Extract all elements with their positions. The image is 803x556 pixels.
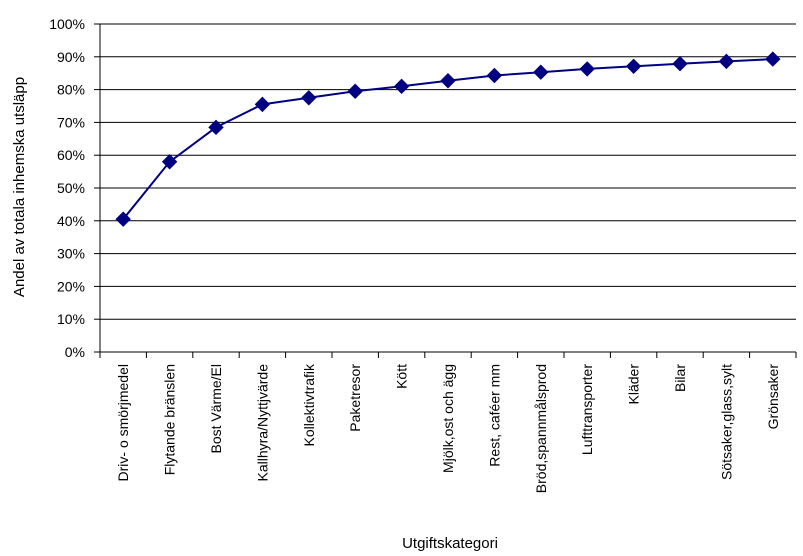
y-tick-label: 50% <box>57 180 85 196</box>
y-tick-label: 60% <box>57 147 85 163</box>
x-tick-label: Kallhyra/Nyttjvärde <box>254 364 270 482</box>
y-tick-label: 20% <box>57 278 85 294</box>
data-point <box>254 96 271 113</box>
data-point <box>440 73 456 89</box>
x-tick-label: Bröd,spannmålsprod <box>533 364 549 493</box>
x-tick-label: Rest, caféer mm <box>486 364 502 467</box>
y-axis-ticks <box>94 23 100 353</box>
y-tick-label: 40% <box>57 213 85 229</box>
x-tick-label: Bost Värme/El <box>208 364 224 453</box>
x-tick-label: Kläder <box>626 364 642 405</box>
x-tick-label: Paketresor <box>347 364 363 432</box>
x-tick-label: Driv- o smörjmedel <box>115 364 131 481</box>
y-axis-title: Andel av totala inhemska utsläpp <box>11 77 28 297</box>
data-point <box>393 78 410 95</box>
gridlines <box>100 23 796 320</box>
y-tick-label: 90% <box>57 49 85 65</box>
y-tick-label: 100% <box>49 16 85 32</box>
x-tick-label: Flytande bränslen <box>162 364 178 475</box>
x-tick-label: Grönsaker <box>765 364 781 430</box>
x-axis-ticks <box>99 352 797 358</box>
x-tick-label: Mjölk,ost och ägg <box>440 364 456 473</box>
data-point <box>486 67 503 84</box>
x-tick-label: Lufttransporter <box>579 364 595 455</box>
y-tick-label: 70% <box>57 114 85 130</box>
x-tick-label: Kollektivtrafik <box>301 363 317 446</box>
data-point <box>161 154 178 170</box>
data-point <box>625 58 642 75</box>
data-point <box>672 55 688 72</box>
data-point <box>347 83 363 99</box>
y-tick-label: 30% <box>57 246 85 262</box>
x-tick-labels: Driv- o smörjmedel Flytande bränslen Bost … <box>115 363 781 493</box>
y-tick-label: 80% <box>57 82 85 98</box>
data-point <box>301 90 317 106</box>
x-tick-label: Bilar <box>672 364 688 392</box>
data-point <box>765 51 781 67</box>
x-tick-label: Sötsaker,glass,sylt <box>718 364 734 480</box>
data-point <box>115 211 131 227</box>
series-markers <box>115 51 781 227</box>
x-tick-label: Kött <box>394 364 410 389</box>
y-tick-label: 10% <box>57 311 85 327</box>
x-axis-title: Utgiftskategori <box>402 535 498 552</box>
data-point <box>718 53 735 70</box>
data-point <box>579 61 595 77</box>
data-point <box>208 119 224 136</box>
y-tick-labels: 0% 10% 20% 30% 40% 50% 60% 70% 80% 90% 100% <box>49 16 85 360</box>
data-point <box>533 64 549 80</box>
y-tick-label: 0% <box>65 344 85 360</box>
